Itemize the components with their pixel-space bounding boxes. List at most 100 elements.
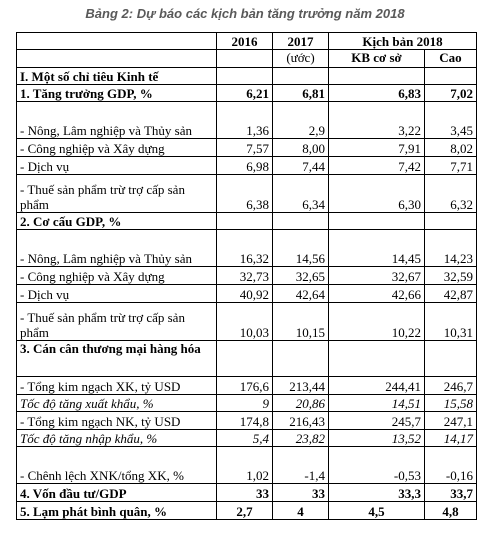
table-row: - Tổng kim ngạch NK, tỷ USD 174,8 216,43… (16, 411, 477, 430)
row-label: - Thuế sản phẩm trừ trợ cấp sản phẩm (16, 174, 217, 213)
cell-2016 (216, 212, 273, 230)
header-2016: 2016 (216, 32, 273, 50)
cell-high: 6,32 (424, 174, 477, 213)
header-2017-note: (ước) (272, 49, 329, 68)
row-label: I. Một số chỉ tiêu Kinh tế (16, 67, 217, 85)
cell-2017 (272, 67, 329, 85)
cell-base (328, 67, 425, 85)
cell-high: 42,87 (424, 284, 477, 303)
cell-high: 7,71 (424, 156, 477, 175)
header-row-2: (ước) KB cơ sở Cao (16, 49, 477, 68)
table-row: - Tổng kim ngạch XK, tỷ USD 176,6 213,44… (16, 376, 477, 395)
row-label: - Công nghiệp và Xây dựng (16, 138, 217, 157)
cell-2017: 213,44 (272, 376, 329, 395)
row-label: Tốc độ tăng xuất khẩu, % (16, 394, 217, 412)
cell-2017: 6,81 (272, 84, 329, 102)
cell-base: 32,67 (328, 266, 425, 285)
cell-base: 4,5 (328, 501, 425, 520)
cell-high (424, 212, 477, 230)
row-label: - Nông, Lâm nghiệp và Thủy sản (16, 101, 217, 139)
cell-base: 6,30 (328, 174, 425, 213)
cell-high: 15,58 (424, 394, 477, 412)
cell-high: -0,16 (424, 446, 477, 484)
cell-2017: 4 (272, 501, 329, 520)
cell-2016 (216, 340, 273, 377)
row-label: - Chênh lệch XNK/tổng XK, % (16, 446, 217, 484)
table-row: - Chênh lệch XNK/tổng XK, % 1,02 -1,4 -0… (16, 446, 477, 484)
row-label: - Dịch vụ (16, 156, 217, 175)
cell-2017: 33 (272, 483, 329, 502)
cell-base: 6,83 (328, 84, 425, 102)
cell-high: 4,8 (424, 501, 477, 520)
cell-base: 245,7 (328, 411, 425, 430)
cell-high: 7,02 (424, 84, 477, 102)
header-high: Cao (424, 49, 477, 68)
header-blank-2 (16, 49, 217, 68)
header-row-1: 2016 2017 Kịch bản 2018 (16, 32, 477, 50)
row-label: 2. Cơ cấu GDP, % (16, 212, 217, 230)
row-label: 3. Cán cân thương mại hàng hóa (16, 340, 217, 377)
row-label: - Tổng kim ngạch NK, tỷ USD (16, 411, 217, 430)
row-label: Tốc độ tăng nhập khẩu, % (16, 429, 217, 447)
cell-2017: 8,00 (272, 138, 329, 157)
table-row: Tốc độ tăng xuất khẩu, % 9 20,86 14,51 1… (16, 394, 477, 412)
header-base: KB cơ sở (328, 49, 425, 68)
row-label: - Công nghiệp và Xây dựng (16, 266, 217, 285)
cell-base: 13,52 (328, 429, 425, 447)
cell-2016: 33 (216, 483, 273, 502)
cell-2017: 14,56 (272, 229, 329, 267)
row-label: - Dịch vụ (16, 284, 217, 303)
cell-2017: 2,9 (272, 101, 329, 139)
cell-2016: 16,32 (216, 229, 273, 267)
cell-high: 8,02 (424, 138, 477, 157)
cell-2016: 6,21 (216, 84, 273, 102)
header-scenario-group: Kịch bản 2018 (328, 32, 477, 50)
cell-base: 7,42 (328, 156, 425, 175)
cell-high: 14,17 (424, 429, 477, 447)
cell-base: 244,41 (328, 376, 425, 395)
cell-2017: 216,43 (272, 411, 329, 430)
cell-2016: 174,8 (216, 411, 273, 430)
row-label: 5. Lạm phát bình quân, % (16, 501, 217, 520)
cell-2016: 6,38 (216, 174, 273, 213)
cell-2017: 10,15 (272, 302, 329, 341)
cell-high: 3,45 (424, 101, 477, 139)
cell-2016: 40,92 (216, 284, 273, 303)
cell-2017 (272, 340, 329, 377)
table-row: 4. Vốn đầu tư/GDP 33 33 33,3 33,7 (16, 483, 477, 502)
header-blank-3 (216, 49, 273, 68)
cell-2016: 5,4 (216, 429, 273, 447)
forecast-table: 2016 2017 Kịch bản 2018 (ước) KB cơ sở C… (16, 32, 477, 520)
cell-2016: 2,7 (216, 501, 273, 520)
cell-high: 14,23 (424, 229, 477, 267)
cell-2016 (216, 67, 273, 85)
cell-2016: 32,73 (216, 266, 273, 285)
row-label: - Thuế sản phẩm trừ trợ cấp sản phẩm (16, 302, 217, 341)
table-row: 1. Tăng trưởng GDP, % 6,21 6,81 6,83 7,0… (16, 84, 477, 102)
cell-2017: 23,82 (272, 429, 329, 447)
header-blank (16, 32, 217, 50)
table-row: 2. Cơ cấu GDP, % (16, 212, 477, 230)
cell-2017: 7,44 (272, 156, 329, 175)
row-label: - Tổng kim ngạch XK, tỷ USD (16, 376, 217, 395)
cell-2017 (272, 212, 329, 230)
cell-high (424, 67, 477, 85)
cell-high (424, 340, 477, 377)
cell-2016: 10,03 (216, 302, 273, 341)
cell-2016: 6,98 (216, 156, 273, 175)
table-row: - Nông, Lâm nghiệp và Thủy sản 16,32 14,… (16, 229, 477, 267)
cell-2017: -1,4 (272, 446, 329, 484)
table-row: - Nông, Lâm nghiệp và Thủy sản 1,36 2,9 … (16, 101, 477, 139)
cell-2017: 20,86 (272, 394, 329, 412)
cell-base: 7,91 (328, 138, 425, 157)
table-row: 3. Cán cân thương mại hàng hóa (16, 340, 477, 377)
cell-base: 42,66 (328, 284, 425, 303)
row-label: 1. Tăng trưởng GDP, % (16, 84, 217, 102)
cell-high: 247,1 (424, 411, 477, 430)
table-row: - Thuế sản phẩm trừ trợ cấp sản phẩm 6,3… (16, 174, 477, 213)
row-label: 4. Vốn đầu tư/GDP (16, 483, 217, 502)
table-row: Tốc độ tăng nhập khẩu, % 5,4 23,82 13,52… (16, 429, 477, 447)
cell-base: 10,22 (328, 302, 425, 341)
table-row: - Dịch vụ 6,98 7,44 7,42 7,71 (16, 156, 477, 175)
table-row: - Thuế sản phẩm trừ trợ cấp sản phẩm 10,… (16, 302, 477, 341)
